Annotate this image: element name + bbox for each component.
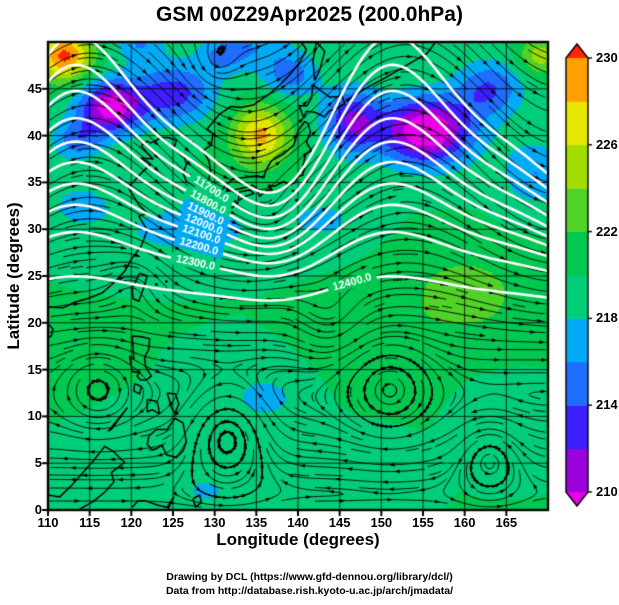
y-tick-label: 35 [27,174,42,190]
x-tick-label: 160 [453,515,476,530]
y-tick-label: 0 [34,502,42,517]
chart-title: GSM 00Z29Apr2025 (200.0hPa) [156,3,463,26]
y-tick-label: 20 [27,314,42,330]
y-tick-label: 40 [27,127,42,143]
x-tick-label: 150 [370,515,393,530]
credit-dcl-line: Drawing by DCL (https://www.gfd-dennou.o… [166,571,453,583]
x-tick-label: 145 [328,515,351,530]
x-tick-label: 125 [162,515,184,530]
colorbar-tick-label: 218 [596,310,618,326]
x-tick-label: 135 [245,515,268,530]
colorbar-tick-label: 230 [596,50,618,65]
colorbar-tick-label: 214 [596,397,618,413]
y-tick-label: 15 [27,361,42,377]
y-tick-label: 5 [34,455,42,471]
colorbar-tick-label: 226 [596,136,618,152]
colorbar-tick-label: 210 [596,484,618,499]
credit-data-source-line: Data from http://database.rish.kyoto-u.a… [165,585,454,597]
x-tick-label: 165 [495,515,518,530]
y-tick-label: 10 [27,408,42,424]
x-tick-label: 130 [203,515,226,530]
y-tick-label: 30 [27,221,42,237]
x-tick-label: 155 [412,515,434,530]
x-tick-label: 110 [37,515,59,530]
y-tick-label: 25 [27,268,42,283]
x-tick-label: 120 [120,515,143,530]
x-tick-label: 140 [287,515,309,530]
y-tick-label: 45 [27,80,42,96]
colorbar-tick-label: 222 [596,223,618,239]
x-axis-title: Longitude (degrees) [216,530,380,549]
x-tick-label: 115 [79,515,101,530]
